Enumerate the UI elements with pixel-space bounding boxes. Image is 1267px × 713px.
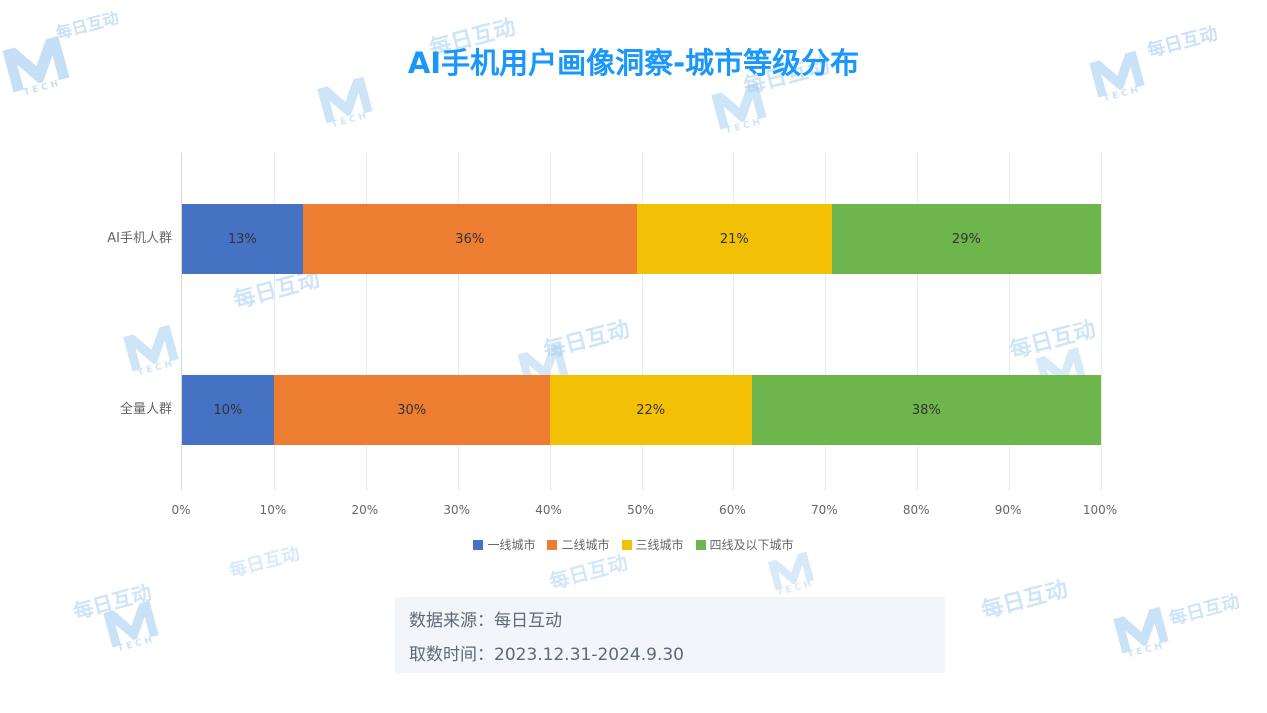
- x-axis-tick: 80%: [902, 503, 930, 517]
- y-axis-label: 全量人群: [119, 402, 172, 417]
- bar-segment[interactable]: 22%: [549, 375, 752, 445]
- x-axis-tick: 90%: [994, 503, 1022, 517]
- legend-swatch: [621, 539, 632, 550]
- grid-line: [549, 153, 551, 490]
- x-axis-tick: 60%: [719, 503, 746, 517]
- grid-line: [825, 153, 827, 490]
- legend-swatch: [695, 539, 706, 550]
- bar-row: AI手机人群 13% 36% 21% 29%: [107, 204, 1101, 274]
- x-axis-tick: 100%: [1082, 503, 1118, 517]
- legend-swatch: [473, 539, 484, 550]
- x-axis: 0% 10% 20% 30% 40% 50% 60% 70% 80% 90% 100%: [171, 503, 1117, 523]
- bar-segment[interactable]: 10%: [182, 375, 274, 445]
- bar-segment[interactable]: 29%: [831, 204, 1101, 274]
- legend: 一线城市 二线城市 三线城市 四线及以下城市: [0, 536, 1267, 553]
- x-axis-tick: 50%: [627, 503, 654, 517]
- bar-segment[interactable]: 13%: [182, 204, 303, 274]
- bar-segment[interactable]: 30%: [273, 375, 550, 445]
- plot-area: AI手机人群 13% 36% 21% 29% 全量人群 10% 30% 22% 38%: [107, 153, 1102, 490]
- bar-row: 全量人群 10% 30% 22% 38%: [120, 375, 1101, 445]
- legend-item[interactable]: 二线城市: [547, 536, 610, 553]
- legend-label: 四线及以下城市: [709, 538, 794, 552]
- bar-segment[interactable]: 36%: [302, 204, 637, 274]
- legend-label: 二线城市: [561, 538, 610, 552]
- legend-item[interactable]: 三线城市: [621, 536, 684, 553]
- page-title: AI手机用户画像洞察-城市等级分布: [407, 46, 860, 80]
- time-range-text: 取数时间：2023.12.31-2024.9.30: [409, 644, 684, 665]
- x-axis-tick: 30%: [443, 503, 471, 517]
- bar-segment[interactable]: 38%: [751, 375, 1101, 445]
- x-axis-tick: 20%: [351, 503, 379, 517]
- x-axis-tick: 70%: [810, 503, 838, 517]
- grid-line: [457, 153, 459, 490]
- legend-label: 三线城市: [635, 538, 684, 552]
- grid-line: [1101, 153, 1102, 490]
- grid-line: [1009, 153, 1011, 490]
- legend-swatch: [547, 539, 558, 550]
- x-axis-tick: 10%: [259, 503, 287, 517]
- grid-line: [273, 153, 275, 490]
- grid-line: [733, 153, 735, 490]
- bar-segment[interactable]: 21%: [636, 204, 832, 274]
- grid-line: [641, 153, 643, 490]
- x-axis-tick: 40%: [535, 503, 562, 517]
- legend-label: 一线城市: [487, 538, 536, 552]
- x-axis-tick: 0%: [171, 503, 191, 517]
- legend-item[interactable]: 一线城市: [473, 536, 535, 553]
- grid-line: [917, 153, 919, 490]
- data-source-text: 数据来源：每日互动: [409, 610, 562, 631]
- grid-line: [365, 153, 367, 490]
- footer-card: 数据来源：每日互动 取数时间：2023.12.31-2024.9.30: [395, 597, 945, 673]
- y-axis-label: AI手机人群: [107, 231, 172, 246]
- legend-item[interactable]: 四线及以下城市: [695, 536, 794, 553]
